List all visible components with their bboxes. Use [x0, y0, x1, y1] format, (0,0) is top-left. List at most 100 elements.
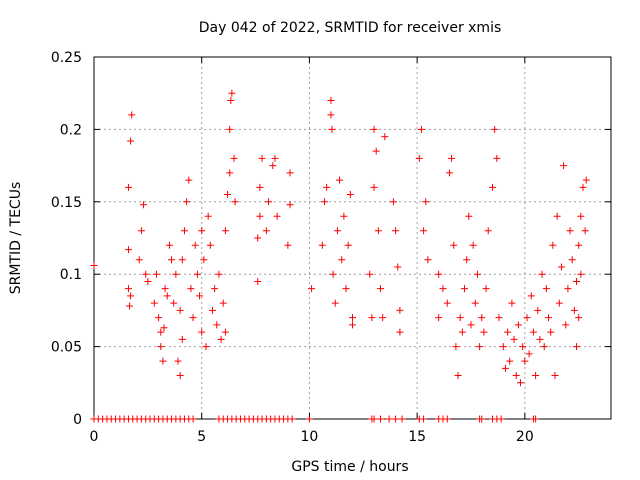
tick-labels: 0 0.05 0.1 0.15 0.2 0.25 0 5 10 15 20: [51, 50, 534, 445]
data-point: [217, 335, 225, 343]
data-point: [231, 198, 239, 206]
data-point: [532, 372, 540, 380]
data-point: [342, 285, 350, 293]
data-point: [180, 227, 188, 235]
zero-data-point: [392, 415, 400, 423]
data-point: [564, 285, 572, 293]
data-point: [553, 212, 561, 220]
data-point: [501, 364, 509, 372]
data-point: [536, 335, 544, 343]
data-point: [454, 372, 462, 380]
data-point: [213, 321, 221, 329]
data-point: [575, 241, 583, 249]
data-point: [226, 169, 234, 177]
data-point: [191, 241, 199, 249]
data-point: [370, 183, 378, 191]
x-tick-label: 20: [516, 429, 534, 445]
data-point: [336, 176, 344, 184]
data-point: [215, 270, 223, 278]
data-point: [193, 270, 201, 278]
zero-data-point: [420, 415, 428, 423]
data-point: [142, 270, 150, 278]
data-point: [445, 169, 453, 177]
data-point: [349, 321, 356, 329]
data-point: [394, 263, 402, 271]
data-point: [254, 234, 262, 242]
data-point: [510, 335, 518, 343]
data-point: [568, 256, 576, 264]
data-point: [206, 241, 214, 249]
data-point: [372, 147, 380, 155]
data-point: [560, 162, 568, 170]
x-tick-label: 0: [90, 429, 99, 445]
data-point: [273, 212, 281, 220]
data-point: [144, 277, 152, 285]
data-point: [519, 343, 527, 351]
plot-frame: [93, 56, 612, 420]
data-point: [538, 270, 546, 278]
data-point: [172, 270, 180, 278]
data-point: [476, 343, 484, 351]
data-point: [221, 227, 229, 235]
data-point: [176, 372, 184, 380]
data-point: [178, 256, 186, 264]
data-point: [178, 335, 186, 343]
data-point: [349, 314, 356, 322]
data-point: [547, 328, 555, 336]
data-point: [333, 227, 341, 235]
data-point: [467, 321, 475, 329]
data-point: [331, 299, 339, 307]
data-point: [329, 270, 337, 278]
x-axis-label: GPS time / hours: [291, 459, 408, 475]
data-point: [506, 357, 514, 365]
data-point: [499, 343, 507, 351]
data-point: [264, 198, 272, 206]
data-point: [271, 154, 279, 162]
data-point: [124, 246, 132, 254]
data-points: [90, 89, 590, 423]
data-point: [396, 306, 404, 314]
data-point: [124, 285, 132, 293]
data-point: [469, 241, 477, 249]
data-point: [480, 328, 488, 336]
data-point: [340, 212, 348, 220]
data-point: [208, 306, 216, 314]
zero-data-point: [443, 415, 451, 423]
data-point: [491, 125, 499, 133]
data-point: [570, 306, 578, 314]
data-point: [269, 162, 277, 170]
data-point: [493, 154, 501, 162]
zero-data-point: [478, 415, 486, 423]
data-point: [456, 314, 464, 322]
data-point: [150, 299, 158, 307]
data-point: [473, 270, 481, 278]
data-point: [458, 328, 466, 336]
data-point: [308, 285, 316, 293]
data-point: [557, 263, 565, 271]
data-point: [135, 256, 143, 264]
data-point: [211, 285, 219, 293]
data-point: [157, 328, 165, 336]
data-point: [204, 212, 212, 220]
data-point: [379, 314, 387, 322]
data-point: [254, 277, 262, 285]
data-point: [286, 169, 294, 177]
data-point: [508, 299, 516, 307]
data-point: [549, 241, 557, 249]
data-point: [577, 270, 585, 278]
data-point: [495, 314, 503, 322]
data-point: [320, 198, 328, 206]
data-point: [200, 256, 208, 264]
data-point: [420, 227, 428, 235]
data-point: [327, 111, 335, 119]
data-point: [471, 299, 479, 307]
zero-data-point: [497, 415, 505, 423]
y-tick-label: 0.1: [60, 267, 82, 283]
data-point: [344, 241, 352, 249]
data-point: [381, 133, 389, 141]
y-axis-label: SRMTID / TECUs: [8, 182, 24, 295]
data-point: [439, 285, 447, 293]
data-point: [545, 314, 553, 322]
y-tick-label: 0.15: [51, 195, 82, 211]
y-tick-label: 0.05: [51, 340, 82, 356]
